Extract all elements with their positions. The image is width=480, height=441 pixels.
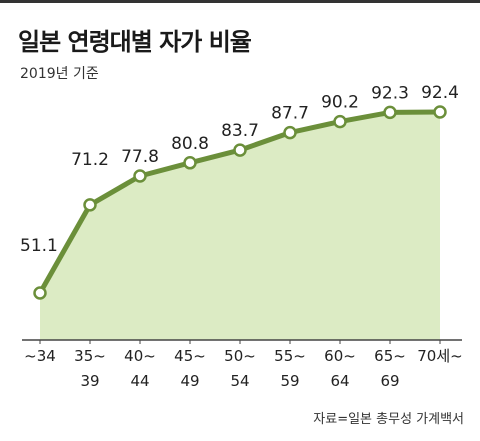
data-label: 80.8 [171, 134, 209, 154]
data-point [83, 198, 97, 212]
data-point [133, 169, 147, 183]
data-point [183, 156, 197, 170]
x-tick-label: 55~ [274, 347, 306, 365]
x-tick-label-line2: 69 [380, 372, 399, 390]
x-tick-label: 65~ [374, 347, 406, 365]
data-label: 92.3 [371, 83, 409, 103]
x-tick-label-line2: 59 [280, 372, 299, 390]
x-tick-label-line2: 49 [180, 372, 199, 390]
data-label: 92.4 [421, 83, 459, 103]
x-tick-label-line2: 39 [80, 372, 99, 390]
x-tick-label: 35~ [74, 347, 106, 365]
data-point [433, 105, 447, 119]
source-note: 자료=일본 총무성 가계백서 [313, 412, 464, 427]
data-point [333, 114, 347, 129]
x-tick-label: ~34 [24, 347, 56, 365]
x-tick-label: 50~ [224, 347, 256, 365]
data-point [283, 125, 297, 140]
data-label: 51.1 [20, 236, 58, 256]
data-label: 90.2 [321, 93, 359, 113]
data-label: 87.7 [271, 104, 309, 124]
x-tick-label-line2: 64 [330, 372, 349, 390]
data-point [383, 105, 397, 120]
data-point [33, 286, 47, 300]
data-label: 71.2 [71, 150, 109, 170]
x-tick-label: 70세~ [417, 347, 462, 365]
area-fill [40, 112, 440, 340]
x-tick-label-line2: 44 [130, 372, 149, 390]
data-label: 83.7 [221, 121, 259, 141]
x-tick-label: 60~ [324, 347, 356, 365]
data-label: 77.8 [121, 147, 159, 167]
x-tick-label: 40~ [124, 347, 156, 365]
chart-subtitle: 2019년 기준 [20, 66, 99, 82]
chart-title: 일본 연령대별 자가 비율 [18, 28, 252, 56]
x-tick-label: 45~ [174, 347, 206, 365]
data-point [233, 143, 247, 157]
x-tick-label-line2: 54 [230, 372, 249, 390]
top-rule [0, 0, 480, 3]
